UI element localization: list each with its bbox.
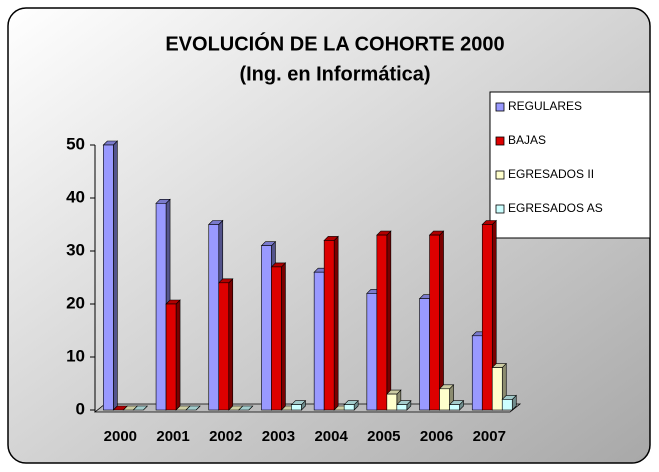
y-tick-label: 40 — [66, 187, 85, 206]
bar-side — [439, 230, 444, 411]
x-tick-label: 2001 — [156, 428, 189, 445]
bar — [449, 404, 460, 411]
bar-top — [185, 405, 201, 411]
bar — [218, 282, 230, 411]
bar-side — [281, 262, 286, 411]
bar — [386, 393, 398, 411]
bar — [155, 203, 167, 411]
floor — [93, 403, 522, 413]
bar — [343, 404, 355, 411]
bar — [291, 404, 302, 411]
bar-side — [333, 235, 339, 411]
legend — [489, 91, 651, 239]
bar — [165, 303, 177, 411]
bar-side — [175, 299, 181, 411]
y-tick-label: 10 — [66, 346, 85, 365]
bar — [419, 298, 430, 411]
bar — [261, 245, 272, 411]
x-tick-label: 2004 — [314, 428, 348, 445]
bar — [501, 399, 513, 411]
x-tick-label: 2007 — [473, 428, 506, 445]
x-tick-label: 2006 — [420, 428, 453, 445]
y-tick-label: 0 — [76, 399, 85, 418]
bar — [366, 293, 378, 411]
bar — [376, 234, 388, 411]
bar — [323, 240, 335, 411]
bar — [439, 388, 450, 411]
bar — [313, 271, 325, 411]
bar — [208, 224, 220, 411]
bar-top — [132, 405, 149, 411]
bar — [481, 224, 493, 411]
legend-swatch — [495, 204, 505, 214]
x-tick-label: 2003 — [262, 428, 295, 445]
y-tick-label: 20 — [66, 293, 85, 312]
y-tick-label: 50 — [66, 134, 85, 153]
bar — [103, 144, 114, 411]
chart-subtitle: (Ing. en Informática) — [239, 63, 430, 85]
legend-swatch — [495, 136, 505, 146]
chart-title: EVOLUCIÓN DE LA COHORTE 2000 — [165, 31, 504, 55]
bar — [429, 234, 440, 411]
bar-side — [228, 278, 234, 411]
x-tick-label: 2005 — [367, 428, 400, 445]
legend-swatch — [495, 170, 505, 180]
legend-label: EGRESADOS AS — [508, 201, 603, 215]
bar — [271, 266, 282, 411]
bar-side — [113, 140, 118, 411]
x-tick-label: 2002 — [209, 428, 242, 445]
x-tick-label: 2000 — [104, 428, 137, 445]
bar-side — [386, 230, 392, 411]
legend-label: EGRESADOS II — [508, 167, 594, 181]
legend-swatch — [495, 102, 505, 112]
legend-label: BAJAS — [508, 133, 546, 147]
bar — [471, 335, 483, 411]
bar — [396, 404, 408, 411]
y-tick-label: 30 — [66, 240, 85, 259]
bar — [491, 367, 503, 411]
bar-top — [238, 405, 254, 411]
legend-label: REGULARES — [508, 99, 582, 113]
